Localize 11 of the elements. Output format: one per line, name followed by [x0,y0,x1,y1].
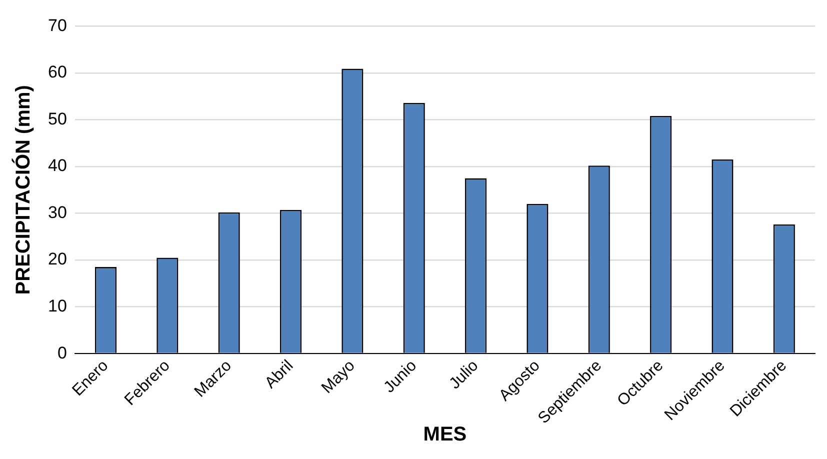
y-tick-label: 40 [48,156,67,176]
x-axis-title: MES [423,424,467,446]
x-tick-label: Julio [446,357,482,393]
y-tick-label: 0 [57,343,67,362]
y-tick-label: 20 [48,250,67,269]
y-axis-title: PRECIPITACIÓN (mm) [12,85,35,295]
y-tick-label: 60 [48,62,67,82]
y-tick-label: 50 [48,109,67,128]
y-tick-label: 10 [48,296,67,316]
y-tick-label: 30 [48,202,67,222]
y-tick-label: 70 [48,16,67,35]
